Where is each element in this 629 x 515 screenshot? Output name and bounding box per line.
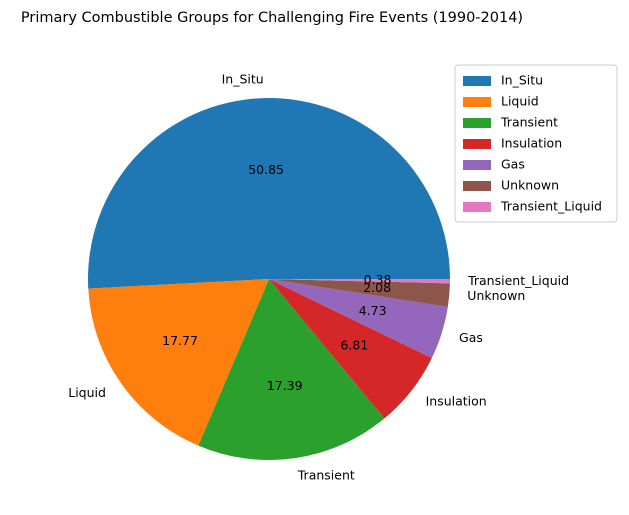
category-label-insulation: Insulation [426,393,487,408]
pie-slices [88,98,451,460]
legend-swatch-transient-liquid [463,202,491,212]
legend-label-transient-liquid: Transient_Liquid [500,199,602,214]
legend-frame [454,64,618,223]
legend-label-transient: Transient [500,115,558,130]
value-label-unknown: 2.08 [363,280,391,295]
pie-slice-insulation [269,279,432,419]
legend-label-insulation: Insulation [501,136,562,151]
legend-swatch-insulation [463,139,491,149]
category-labels: In_Situ Liquid Transient Insulation Gas Unkno… [68,71,569,482]
legend-swatch-gas [463,160,491,170]
category-label-liquid: Liquid [68,385,106,400]
category-label-transient: Transient [297,468,355,483]
category-label-transient-liquid: Transient_Liquid [467,273,569,288]
legend-swatch-liquid [463,97,491,107]
legend-swatch-unknown [463,181,491,191]
legend-label-in-situ: In_Situ [501,73,543,88]
value-label-in-situ: 50.85 [248,162,284,177]
value-label-transient: 17.39 [267,378,303,393]
category-label-gas: Gas [459,330,483,345]
value-label-gas: 4.73 [359,303,387,318]
value-label-insulation: 6.81 [340,338,368,353]
value-label-liquid: 17.77 [162,333,198,348]
value-labels: 50.85 17.77 17.39 6.81 4.73 2.080.38 [162,162,391,393]
legend-label-gas: Gas [501,157,525,172]
pie-slice-unknown [269,279,450,307]
value-label-transient-liquid: 0.38 [364,272,392,287]
legend-swatch-transient [463,118,491,128]
pie-slice-gas [269,279,448,359]
legend-label-liquid: Liquid [501,94,539,109]
legend-label-unknown: Unknown [501,178,559,193]
legend: In_Situ Liquid Transient Insulation Gas Unkno… [454,64,618,223]
pie-slice-in-situ [88,98,451,289]
legend-swatch-in-situ [463,76,491,86]
pie-slice-transient-liquid [269,279,450,284]
pie-slice-transient [198,279,385,460]
chart-title: Primary Combustible Groups for Challengi… [21,10,523,26]
category-label-unknown: Unknown [467,288,525,303]
category-label-in-situ: In_Situ [222,71,264,86]
pie-slice-liquid [88,279,269,446]
